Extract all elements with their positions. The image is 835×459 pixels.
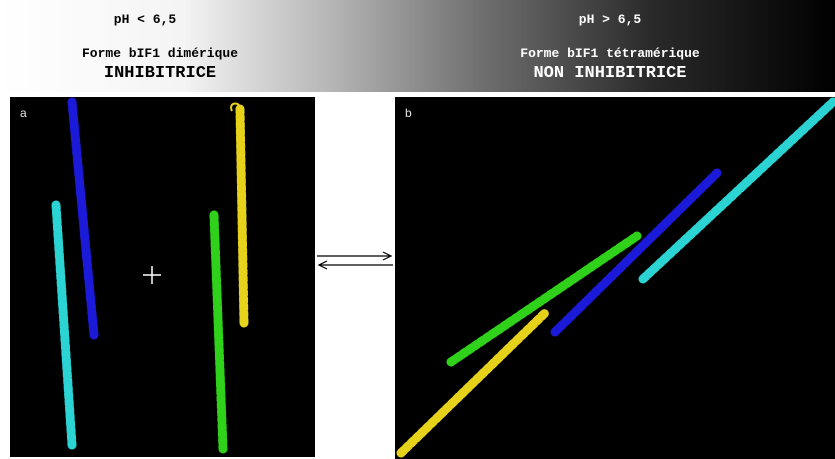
helix-yellow-a bbox=[231, 104, 244, 324]
panel-b-label: b bbox=[405, 106, 412, 120]
helix-green-a bbox=[214, 215, 223, 449]
panel-a-label: a bbox=[20, 106, 27, 120]
activity-right-label: NON INHIBITRICE bbox=[480, 64, 740, 83]
helix-blue-a bbox=[72, 102, 94, 335]
activity-left-label: INHIBITRICE bbox=[20, 64, 300, 83]
panel-b-tetrameric: b bbox=[395, 97, 835, 459]
panel-a-dimeric: a bbox=[10, 97, 315, 457]
helix-cyan-b bbox=[643, 102, 833, 279]
panel-b-structure bbox=[395, 97, 835, 459]
plus-sign bbox=[143, 266, 161, 284]
panel-a-structure bbox=[10, 97, 315, 457]
equilibrium-arrows bbox=[315, 245, 395, 275]
form-left-label: Forme bIF1 dimérique bbox=[20, 46, 300, 61]
ph-right-label: pH > 6,5 bbox=[520, 12, 700, 27]
helix-green-b bbox=[451, 236, 637, 362]
ph-left-label: pH < 6,5 bbox=[60, 12, 230, 27]
helix-cyan-a bbox=[56, 205, 72, 445]
form-right-label: Forme bIF1 tétramérique bbox=[480, 46, 740, 61]
helix-blue-b bbox=[555, 173, 717, 332]
helix-yellow-b bbox=[401, 313, 545, 453]
